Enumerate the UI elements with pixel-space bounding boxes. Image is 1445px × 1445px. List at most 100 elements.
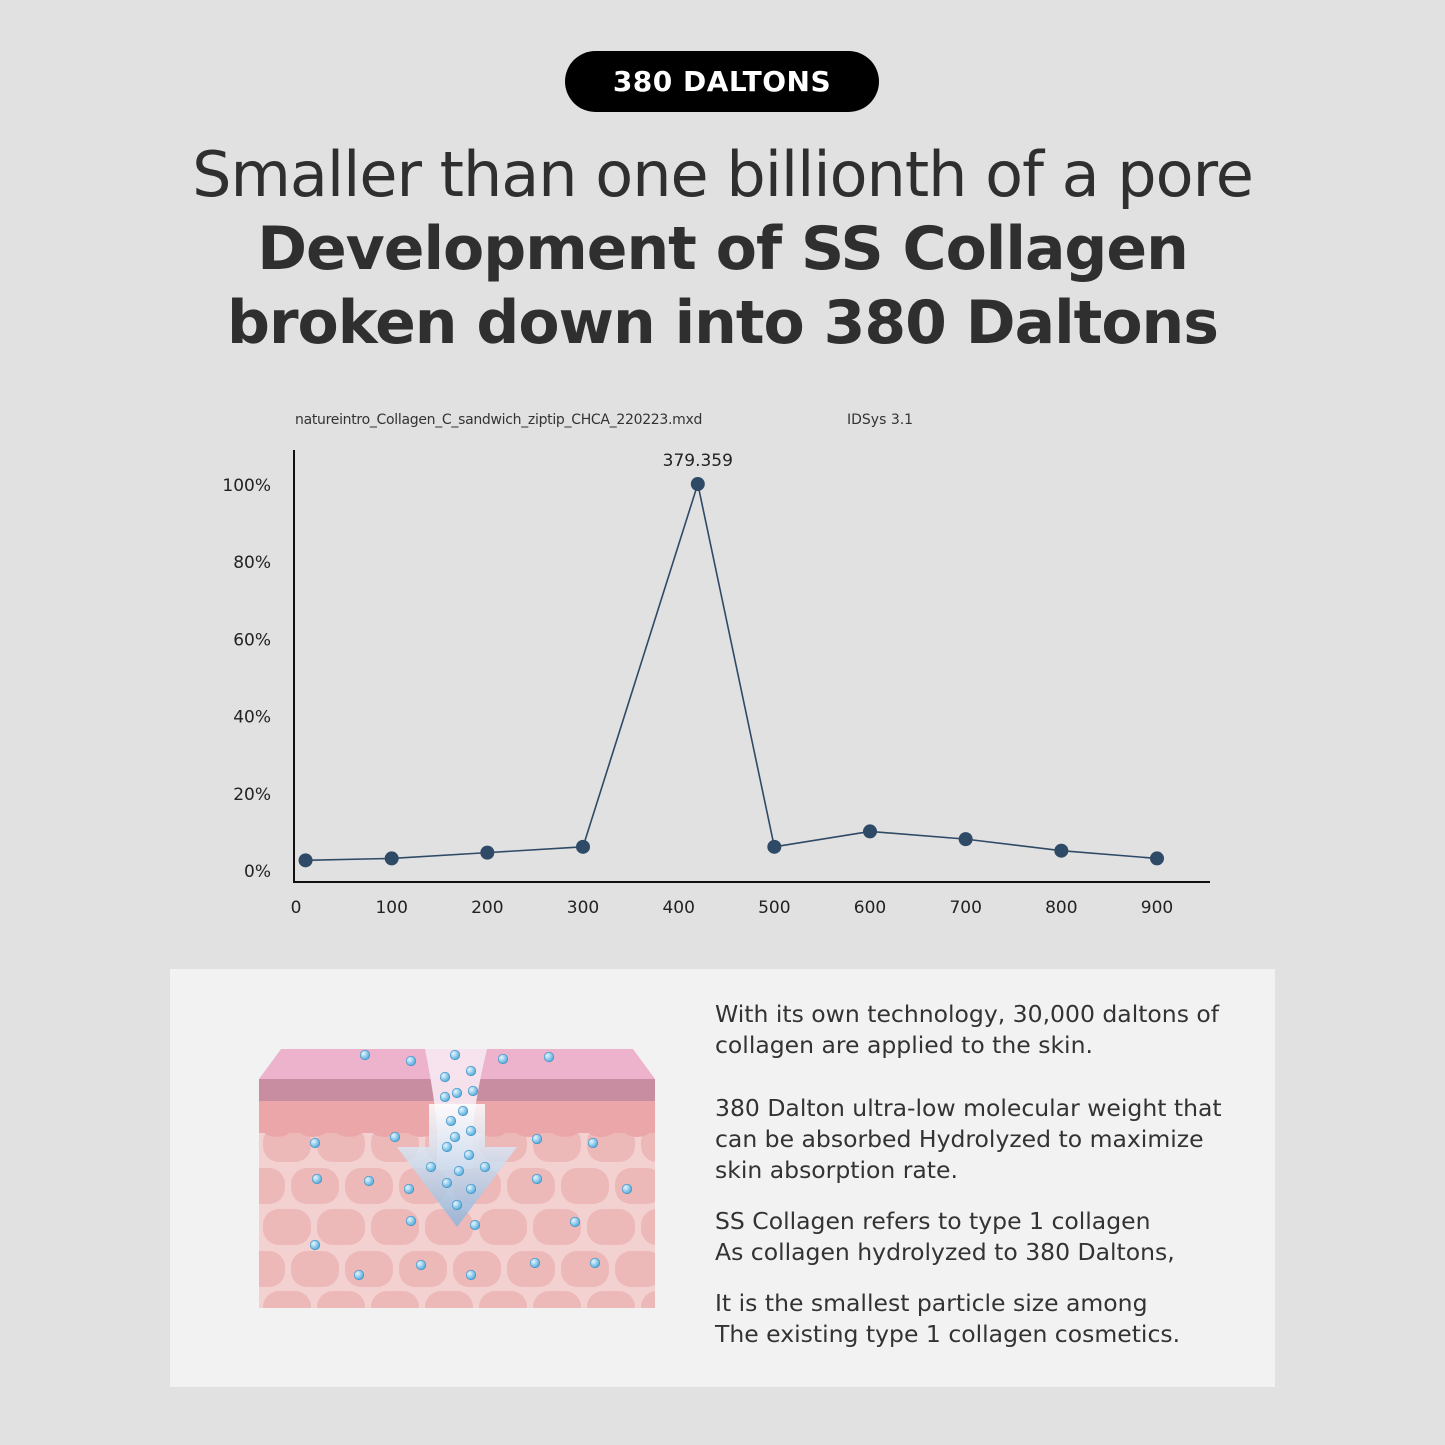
skin-cell xyxy=(587,1209,635,1245)
collagen-particle xyxy=(587,1137,599,1149)
data-point xyxy=(863,824,877,839)
description-text: With its own technology, 30,000 daltons … xyxy=(715,999,1255,1350)
skin-scallop xyxy=(582,1105,620,1137)
series-line xyxy=(305,480,1158,862)
collagen-particle xyxy=(465,1125,477,1137)
molecular-weight-chart: 0 100 200 300 400 500 600 700 800 900 0% 20% 40% 60% 8… xyxy=(222,450,1210,918)
skin-cell xyxy=(587,1291,635,1308)
skin-scallop xyxy=(510,1105,548,1137)
collagen-particle xyxy=(445,1115,457,1127)
x-tick-label: 0 xyxy=(291,898,302,918)
skin-cell xyxy=(453,1251,501,1287)
skin-cell xyxy=(507,1251,555,1287)
collagen-particle xyxy=(405,1215,417,1227)
collagen-particle xyxy=(441,1141,453,1153)
x-tick-label: 200 xyxy=(471,898,503,918)
collagen-particle xyxy=(389,1131,401,1143)
skin-scallop xyxy=(294,1105,332,1137)
skin-cell xyxy=(259,1251,285,1287)
x-tick-label: 100 xyxy=(375,898,407,918)
chart-file-name: natureintro_Collagen_C_sandwich_ziptip_C… xyxy=(295,412,703,428)
data-point xyxy=(767,839,782,854)
collagen-particle xyxy=(497,1053,509,1065)
y-tick-label: 100% xyxy=(222,476,271,496)
x-tick-label: 700 xyxy=(949,898,981,918)
headline-subtitle: Smaller than one billionth of a pore xyxy=(192,138,1254,211)
data-point xyxy=(480,845,495,860)
description-paragraph-2: 380 Dalton ultra-low molecular weight th… xyxy=(715,1094,1222,1184)
skin-cell xyxy=(263,1291,311,1308)
x-tick-label: 600 xyxy=(854,898,886,918)
collagen-particle xyxy=(363,1175,375,1187)
headline-title-line2: broken down into 380 Daltons xyxy=(227,288,1219,358)
skin-cell xyxy=(507,1168,555,1204)
x-tick-label: 500 xyxy=(758,898,790,918)
skin-cell xyxy=(533,1291,581,1308)
skin-cell xyxy=(641,1291,655,1308)
collagen-particle xyxy=(309,1137,321,1149)
collagen-particle xyxy=(403,1183,415,1195)
skin-cell xyxy=(371,1209,419,1245)
data-point xyxy=(690,477,705,491)
collagen-particle xyxy=(415,1259,427,1271)
collagen-particle xyxy=(479,1161,491,1173)
collagen-particle xyxy=(449,1049,461,1061)
collagen-particles xyxy=(309,1049,633,1281)
skin-cell xyxy=(371,1291,419,1308)
x-tick-label: 300 xyxy=(567,898,599,918)
chart-series: 379.359 xyxy=(298,451,1164,868)
y-tick-label: 60% xyxy=(233,630,271,650)
skin-scallop xyxy=(259,1105,296,1137)
collagen-particle xyxy=(353,1269,365,1281)
collagen-particle xyxy=(465,1065,477,1077)
skin-cell xyxy=(615,1251,655,1287)
peak-data-label: 379.359 xyxy=(663,451,733,471)
skin-cell xyxy=(641,1209,655,1245)
skin-scallop xyxy=(618,1105,655,1137)
data-point xyxy=(1054,843,1069,858)
dalton-badge: 380 DALTONS xyxy=(565,51,879,112)
collagen-particle xyxy=(449,1131,461,1143)
collagen-particle xyxy=(309,1239,321,1251)
data-point xyxy=(576,839,590,854)
skin-cell xyxy=(317,1291,365,1308)
y-tick-label: 20% xyxy=(233,785,271,805)
collagen-particle xyxy=(465,1183,477,1195)
skin-cell xyxy=(425,1291,473,1308)
skin-cell xyxy=(561,1251,609,1287)
skin-cell xyxy=(479,1209,527,1245)
description-paragraph-3: SS Collagen refers to type 1 collagen As… xyxy=(715,1207,1175,1266)
collagen-particle xyxy=(451,1199,463,1211)
collagen-particle xyxy=(569,1216,581,1228)
headline-title-line1: Development of SS Collagen xyxy=(257,214,1189,284)
info-panel: With its own technology, 30,000 daltons … xyxy=(170,969,1275,1387)
collagen-particle xyxy=(465,1269,477,1281)
skin-cell xyxy=(533,1209,581,1245)
collagen-particle xyxy=(439,1091,451,1103)
collagen-particle xyxy=(441,1177,453,1189)
skin-cell xyxy=(479,1291,527,1308)
description-paragraph-4: It is the smallest particle size among T… xyxy=(715,1289,1181,1348)
collagen-particle xyxy=(457,1105,469,1117)
skin-cell xyxy=(259,1168,285,1204)
skin-cell xyxy=(317,1209,365,1245)
collagen-particle xyxy=(469,1219,481,1231)
skin-absorption-illustration xyxy=(259,1049,655,1308)
skin-cell xyxy=(615,1168,655,1204)
chart-ticks: 0 100 200 300 400 500 600 700 800 900 0% 20% 40% 60% 8… xyxy=(222,476,1173,918)
collagen-particle xyxy=(359,1049,371,1061)
collagen-particle xyxy=(425,1161,437,1173)
collagen-particle xyxy=(453,1165,465,1177)
x-tick-label: 800 xyxy=(1045,898,1077,918)
skin-cell xyxy=(345,1251,393,1287)
data-point xyxy=(384,851,399,866)
data-point xyxy=(298,853,313,868)
x-tick-label: 400 xyxy=(662,898,694,918)
collagen-particle xyxy=(543,1051,555,1063)
collagen-particle xyxy=(531,1133,543,1145)
skin-cell xyxy=(263,1209,311,1245)
collagen-particle xyxy=(439,1071,451,1083)
chart-axes xyxy=(293,450,1210,883)
x-tick-label: 900 xyxy=(1141,898,1173,918)
skin-cell xyxy=(291,1168,339,1204)
